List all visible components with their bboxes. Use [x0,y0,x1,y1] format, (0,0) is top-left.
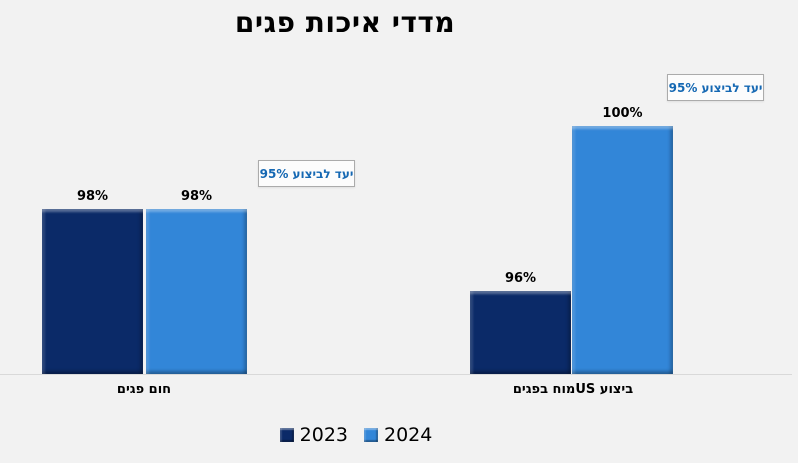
bar-value-label-2023-cat0: 98% [76,189,109,204]
chart-legend: 2023 2024 [0,424,712,446]
target-annotation-right: יעד לביצוע 95% [667,74,764,101]
target-annotation-right-label: יעד לביצוע 95% [668,80,763,95]
bar-2023-cat0 [42,209,143,374]
legend-item-2024: 2024 [364,424,432,446]
legend-swatch-2023 [279,428,294,442]
category-label-0: חום פגים [116,382,172,397]
bar-value-label-2023-cat1: 96% [504,271,537,286]
legend-item-2023: 2023 [279,424,348,446]
legend-swatch-2024 [364,428,378,442]
legend-label-2023: 2023 [299,424,348,446]
target-annotation-left: יעד לביצוע 95% [258,160,355,187]
category-label-1: ביצוע USמוח בפגים [512,382,634,397]
target-annotation-left-label: יעד לביצוע 95% [259,166,354,181]
chart-title: מדדי איכות פגים [234,6,456,39]
bar-2024-cat1 [572,126,673,374]
bar-2023-cat1 [470,291,571,374]
bar-value-label-2024-cat0: 98% [180,189,213,204]
bar-value-label-2024-cat1: 100% [602,106,643,121]
legend-label-2024: 2024 [384,424,433,446]
x-axis-line [0,374,792,375]
bar-2024-cat0 [146,209,247,374]
